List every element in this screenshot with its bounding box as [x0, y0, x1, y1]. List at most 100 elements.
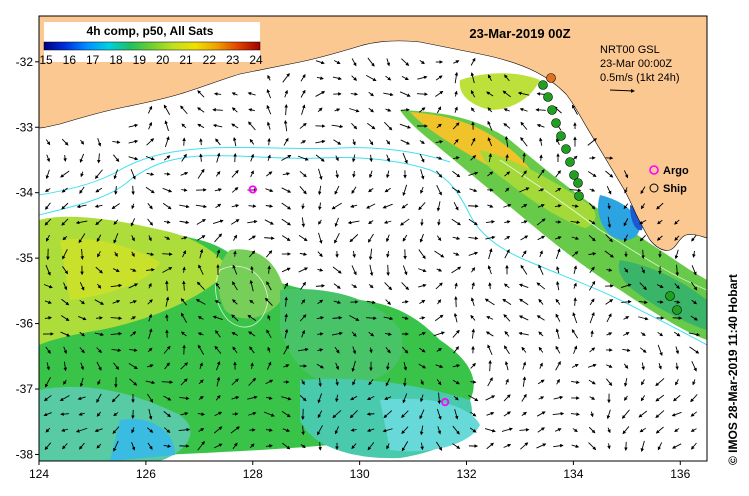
- current-arrow: [266, 361, 272, 370]
- current-arrow: [145, 186, 155, 194]
- current-arrow: [674, 249, 679, 260]
- current-arrow: [61, 138, 69, 146]
- current-arrow: [453, 312, 458, 323]
- current-arrow: [147, 442, 153, 450]
- current-arrow: [453, 156, 460, 160]
- current-arrow: [639, 282, 647, 291]
- current-arrow: [418, 249, 426, 260]
- current-arrow: [402, 265, 408, 276]
- current-arrow: [451, 187, 461, 193]
- current-arrow: [436, 156, 443, 160]
- current-arrow: [284, 89, 288, 98]
- current-arrow: [638, 300, 648, 304]
- current-arrow: [517, 91, 530, 96]
- current-arrow: [623, 363, 629, 369]
- x-tick-label: 136: [670, 467, 690, 481]
- current-arrow: [571, 236, 580, 240]
- current-arrow: [317, 251, 323, 258]
- current-arrow: [283, 119, 288, 132]
- current-arrow: [436, 379, 442, 386]
- current-arrow: [501, 427, 513, 432]
- current-arrow: [536, 443, 547, 449]
- current-arrow: [638, 410, 648, 418]
- current-arrow: [199, 248, 204, 259]
- current-arrow: [130, 331, 137, 337]
- current-arrow: [369, 264, 374, 277]
- ship-position: [565, 157, 575, 167]
- current-arrow: [657, 344, 663, 356]
- current-arrow: [113, 219, 119, 225]
- current-arrow: [605, 170, 614, 178]
- current-arrow: [79, 347, 85, 354]
- current-arrow: [690, 281, 698, 291]
- current-arrow: [369, 347, 373, 354]
- current-arrow: [163, 427, 171, 434]
- current-arrow: [45, 169, 50, 180]
- current-arrow: [419, 60, 425, 65]
- current-arrow: [266, 329, 272, 339]
- current-arrow: [536, 282, 546, 290]
- current-arrow: [621, 409, 630, 419]
- current-arrow: [641, 249, 645, 260]
- current-arrow: [267, 154, 271, 161]
- current-arrow: [334, 108, 341, 112]
- current-arrow: [266, 121, 271, 130]
- colorbar-tick-label: 18: [109, 53, 123, 67]
- current-arrow: [112, 140, 121, 144]
- current-arrow: [213, 92, 222, 96]
- current-arrow: [655, 410, 665, 419]
- current-arrow: [536, 315, 545, 321]
- current-arrow: [623, 203, 629, 210]
- current-arrow: [486, 91, 494, 97]
- current-arrow: [385, 378, 391, 387]
- current-arrow: [131, 203, 135, 210]
- current-arrow: [520, 121, 528, 130]
- current-arrow: [267, 265, 271, 274]
- current-arrow: [418, 347, 426, 353]
- current-arrow: [468, 236, 479, 241]
- current-arrow: [196, 281, 205, 291]
- current-arrow: [573, 265, 578, 275]
- current-arrow: [349, 234, 359, 243]
- current-arrow: [94, 169, 103, 179]
- current-arrow: [572, 312, 578, 324]
- current-arrow: [623, 218, 629, 227]
- current-arrow: [317, 425, 323, 436]
- current-arrow: [588, 379, 596, 385]
- current-arrow: [301, 104, 306, 115]
- current-arrow: [587, 363, 597, 368]
- current-arrow: [79, 186, 85, 194]
- current-arrow: [128, 156, 139, 161]
- current-arrow: [266, 89, 272, 99]
- current-arrow: [588, 219, 596, 225]
- current-arrow: [520, 137, 528, 147]
- y-tick-label: -36: [16, 317, 34, 331]
- current-arrow: [401, 441, 409, 452]
- current-arrow: [317, 107, 323, 113]
- current-arrow: [351, 331, 357, 337]
- current-arrow: [503, 314, 511, 322]
- current-arrow: [657, 219, 663, 225]
- current-arrow: [368, 248, 373, 261]
- current-arrow: [554, 236, 562, 240]
- current-arrow: [300, 73, 306, 82]
- current-arrow: [145, 268, 155, 272]
- current-arrow: [471, 328, 476, 339]
- current-arrow: [588, 252, 597, 256]
- current-arrow: [538, 396, 545, 400]
- current-arrow: [640, 332, 646, 336]
- current-arrow: [519, 298, 529, 306]
- current-arrow: [284, 296, 288, 307]
- current-arrow: [165, 314, 169, 322]
- current-arrow: [624, 187, 628, 194]
- current-arrow: [164, 236, 171, 240]
- current-arrow: [350, 92, 359, 96]
- current-arrow: [384, 332, 392, 336]
- current-arrow: [231, 187, 239, 193]
- current-arrow: [605, 378, 613, 386]
- current-arrow: [555, 428, 562, 432]
- current-arrow: [538, 298, 544, 305]
- current-arrow: [641, 379, 645, 386]
- current-arrow: [606, 268, 613, 272]
